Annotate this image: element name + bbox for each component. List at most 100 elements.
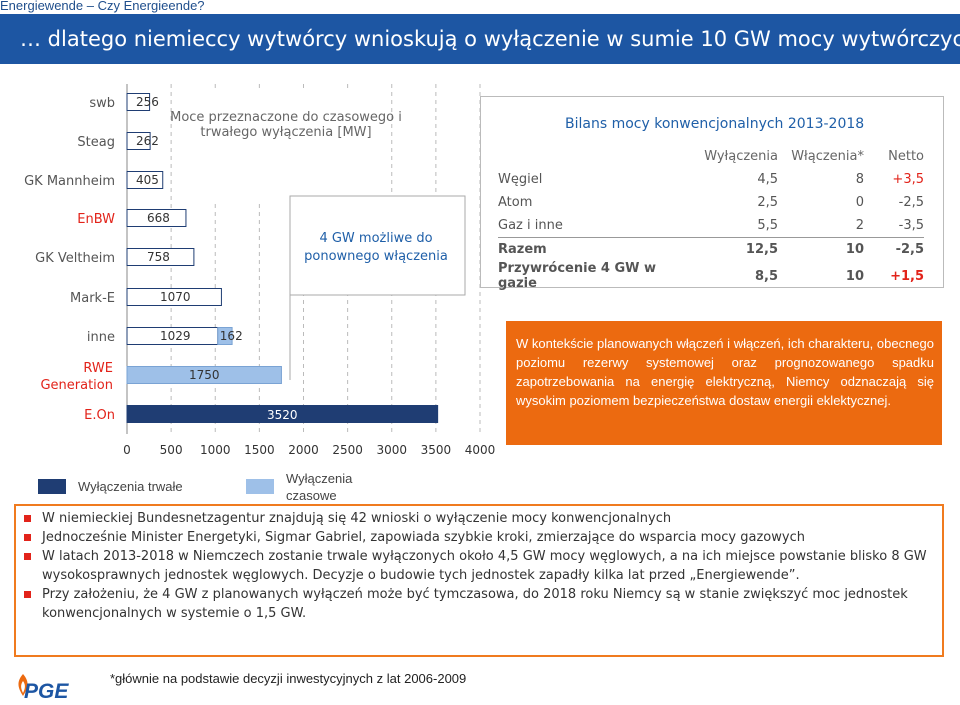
pge-logo: PGE xyxy=(24,680,69,703)
balance-cell-on: 0 xyxy=(855,195,864,210)
bullet-item: Jednocześnie Minister Energetyki, Sigmar… xyxy=(22,528,928,547)
balance-cell-on: 8 xyxy=(855,172,864,187)
balance-cell-on: 10 xyxy=(778,237,864,261)
bullet-list: W niemieckiej Bundesnetzagentur znajdują… xyxy=(22,509,928,623)
bullet-text: Przy założeniu, że 4 GW z planowanych wy… xyxy=(42,587,908,621)
bar-permanent xyxy=(126,405,439,423)
bar-value-label: 1750 xyxy=(189,368,220,382)
balance-title: Bilans mocy konwencjonalnych 2013-2018 xyxy=(565,116,865,132)
bar-permanent xyxy=(126,93,151,111)
bar-value-label: 1029 xyxy=(160,329,191,343)
top-bar: Energiewende – Czy Energieende? xyxy=(0,0,960,14)
bar-temporary xyxy=(217,327,233,345)
bar-permanent xyxy=(126,248,195,266)
callout-text-line: ponownego włączenia xyxy=(304,249,448,264)
bullet-square-icon xyxy=(24,534,31,541)
balance-cell-label: Razem xyxy=(498,237,698,261)
balance-cell-net: -3,5 xyxy=(898,218,924,233)
balance-cell-off: 8,5 xyxy=(754,268,778,284)
bar-permanent xyxy=(126,171,164,189)
y-tick-label: inne xyxy=(87,330,115,345)
bullets-frame xyxy=(14,504,944,657)
legend-label-temporary-line1: Wyłączenia xyxy=(286,471,353,486)
x-tick-label: 2000 xyxy=(288,443,319,457)
bullet-square-icon xyxy=(24,553,31,560)
bar-value-label: 162 xyxy=(220,329,243,343)
bar-value-label: 668 xyxy=(147,211,170,225)
balance-cell-label: Przywrócenie 4 GW w gazie xyxy=(498,261,657,291)
balance-cell-off: 4,5 xyxy=(757,172,778,187)
balance-cell-net: -2,5 xyxy=(898,195,924,210)
balance-row-gas: Gaz i inne 5,5 2 -3,5 xyxy=(498,214,924,238)
x-tick-label: 0 xyxy=(123,443,131,457)
y-tick-label: GK Mannheim xyxy=(24,174,115,189)
bar-temporary xyxy=(126,366,282,384)
legend-label-permanent: Wyłączenia trwałe xyxy=(78,479,183,494)
legend-swatch-permanent xyxy=(38,479,66,494)
y-tick-label: E.On xyxy=(84,408,115,423)
bullet-item: W niemieckiej Bundesnetzagentur znajdują… xyxy=(22,509,928,528)
balance-cell-label: Gaz i inne xyxy=(498,218,563,233)
bullet-square-icon xyxy=(24,515,31,522)
balance-row-total: Razem 12,5 10 -2,5 xyxy=(498,237,924,261)
balance-cell-off: 12,5 xyxy=(698,237,778,261)
x-tick-label: 3500 xyxy=(421,443,452,457)
y-tick-label: EnBW xyxy=(77,212,115,227)
y-tick-label: RWE xyxy=(83,361,113,376)
bar-value-label: 758 xyxy=(147,250,170,264)
callout-text-line: 4 GW możliwe do xyxy=(319,231,432,246)
balance-header-row: Wyłączenia Włączenia* Netto xyxy=(498,145,924,168)
balance-row-coal: Węgiel 4,5 8 +3,5 xyxy=(498,168,924,191)
balance-cell-off: 2,5 xyxy=(757,195,778,210)
bar-value-label: 262 xyxy=(136,134,159,148)
y-tick-label: Steag xyxy=(77,135,115,150)
moce-label-line: Moce przeznaczone do czasowego i xyxy=(170,110,402,125)
balance-header-off: Wyłączenia xyxy=(704,149,778,164)
balance-table: Wyłączenia Włączenia* Netto Węgiel 4,5 8… xyxy=(498,145,924,291)
x-tick-label: 1000 xyxy=(200,443,231,457)
x-tick-label: 500 xyxy=(160,443,183,457)
bullet-square-icon xyxy=(24,591,31,598)
bullet-text: Jednocześnie Minister Energetyki, Sigmar… xyxy=(42,530,805,545)
balance-row-restore: Przywrócenie 4 GW w gazie 8,5 10 +1,5 xyxy=(498,261,924,291)
pge-flame-icon xyxy=(18,674,28,696)
balance-cell-net: +1,5 xyxy=(890,268,924,284)
balance-header-label xyxy=(498,145,698,168)
bar-value-label: 1070 xyxy=(160,290,191,304)
slide-title: … dlatego niemieccy wytwórcy wnioskują o… xyxy=(20,27,960,51)
moce-label-line: trwałego wyłączenia [MW] xyxy=(200,125,371,140)
bullet-item: Przy założeniu, że 4 GW z planowanych wy… xyxy=(22,585,928,623)
legend-swatch-temporary xyxy=(246,479,274,494)
balance-cell-on: 10 xyxy=(845,268,864,284)
balance-cell-off: 5,5 xyxy=(757,218,778,233)
title-bar xyxy=(0,14,960,64)
legend-label-temporary: Wyłączenia czasowe xyxy=(286,470,376,504)
y-tick-label: Mark-E xyxy=(70,291,115,306)
balance-cell-net: +3,5 xyxy=(892,172,924,187)
bullet-text: W latach 2013-2018 w Niemczech zostanie … xyxy=(42,549,927,583)
balance-cell-on: 2 xyxy=(855,218,864,233)
balance-header-on: Włączenia* xyxy=(791,149,864,164)
y-tick-label: GK Veltheim xyxy=(35,251,115,266)
orange-note-box xyxy=(506,321,942,445)
bar-permanent xyxy=(126,209,187,227)
y-tick-label: Generation xyxy=(40,378,113,393)
orange-note-text: W kontekście planowanych włączeń i włącz… xyxy=(516,336,934,408)
x-tick-label: 3000 xyxy=(376,443,407,457)
y-tick-label: swb xyxy=(89,96,115,111)
legend-label-temporary-line2: czasowe xyxy=(286,488,337,503)
bar-value-label: 3520 xyxy=(267,408,298,422)
bullet-text: W niemieckiej Bundesnetzagentur znajdują… xyxy=(42,511,672,526)
bar-permanent xyxy=(126,288,222,306)
balance-cell-label: Atom xyxy=(498,195,533,210)
x-tick-label: 2500 xyxy=(332,443,363,457)
bullet-item: W latach 2013-2018 w Niemczech zostanie … xyxy=(22,547,928,585)
x-tick-label: 4000 xyxy=(465,443,496,457)
balance-cell-net: -2,5 xyxy=(864,237,924,261)
footnote: *głównie na podstawie decyzji inwestycyj… xyxy=(110,671,467,686)
balance-cell-label: Węgiel xyxy=(498,172,543,187)
bar-value-label: 405 xyxy=(136,173,159,187)
section-label: Energiewende – Czy Energieende? xyxy=(0,0,205,13)
x-tick-label: 1500 xyxy=(244,443,275,457)
